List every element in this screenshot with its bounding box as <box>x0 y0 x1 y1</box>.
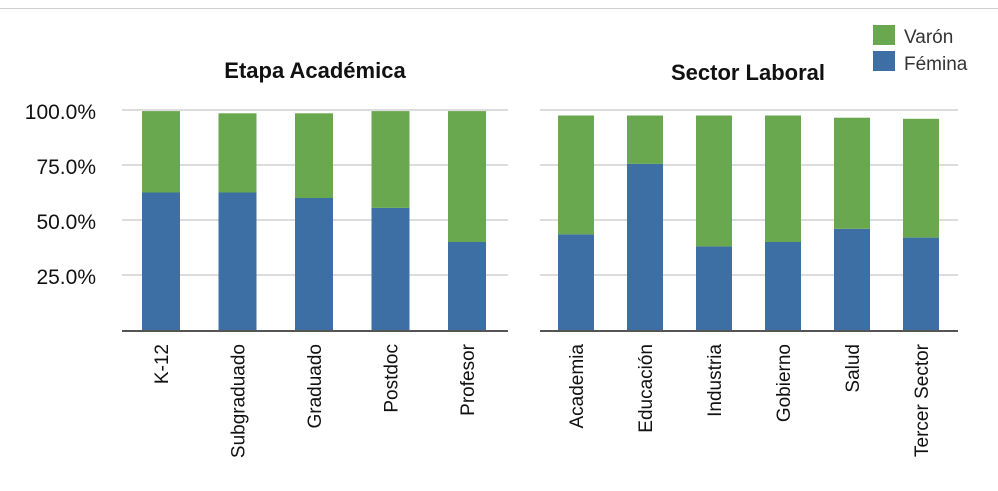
bar-varon-3 <box>371 111 410 208</box>
gridlines <box>122 109 958 276</box>
chart-title-etapa: Etapa Académica <box>224 58 406 83</box>
bar-varon-4 <box>834 117 870 229</box>
chart-title-sector: Sector Laboral <box>671 60 825 85</box>
x-tick-label: Salud <box>843 344 864 393</box>
bar-varon-2 <box>295 113 333 198</box>
bar-femina-4 <box>834 228 870 330</box>
bar-varon-4 <box>448 111 486 242</box>
x-tick-label: Profesor <box>458 343 479 415</box>
x-tick-label: Industria <box>705 344 726 417</box>
bar-femina-2 <box>295 198 333 330</box>
bar-varon-1 <box>218 113 257 193</box>
y-tick-label: 50.0% <box>36 211 96 234</box>
bar-femina-2 <box>696 246 732 330</box>
bar-varon-5 <box>903 118 939 238</box>
bar-femina-0 <box>142 192 180 330</box>
x-tick-label: Graduado <box>305 344 326 429</box>
bar-femina-0 <box>558 234 594 330</box>
x-tick-label: Educación <box>636 344 657 433</box>
x-tick-label: Gobierno <box>774 344 795 422</box>
x-tick-label: K-12 <box>152 344 173 384</box>
bar-femina-4 <box>448 242 486 330</box>
x-tick-label: Subgraduado <box>229 344 250 458</box>
legend-label-femina: Fémina <box>904 54 968 75</box>
legend: Varón Fémina <box>873 25 968 75</box>
y-tick-label: 25.0% <box>36 266 96 289</box>
bar-varon-3 <box>765 115 801 242</box>
x-tick-labels: K-12 Subgraduado Graduado Postdoc Profesor Ac… <box>152 343 933 458</box>
y-tick-label: 75.0% <box>36 156 96 179</box>
top-divider <box>0 8 998 9</box>
legend-swatch-femina <box>873 51 895 71</box>
bar-femina-1 <box>627 163 663 330</box>
bar-femina-1 <box>218 192 257 330</box>
bar-femina-3 <box>765 242 801 330</box>
bar-varon-0 <box>142 111 180 193</box>
y-tick-label: 100.0% <box>25 101 96 124</box>
bar-varon-1 <box>627 115 663 164</box>
legend-label-varon: Varón <box>904 27 953 48</box>
x-tick-label: Academia <box>567 344 588 429</box>
bar-femina-3 <box>371 207 410 330</box>
bar-femina-5 <box>903 237 939 330</box>
x-tick-label: Postdoc <box>382 344 403 413</box>
legend-swatch-varon <box>873 25 895 45</box>
x-tick-label: Tercer Sector <box>912 343 933 457</box>
bar-varon-0 <box>558 115 594 235</box>
bar-varon-2 <box>696 115 732 247</box>
bars <box>142 111 939 330</box>
